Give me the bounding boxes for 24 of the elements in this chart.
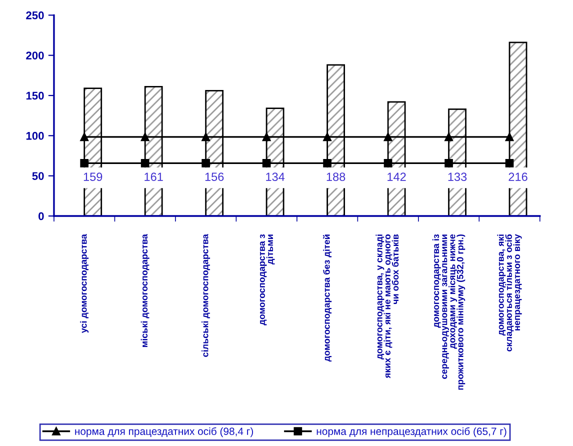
data-label: 188: [326, 172, 346, 182]
x-tick-label: усі домогосподарства: [80, 234, 89, 334]
x-tick-label: домогосподарства без дітей: [323, 234, 332, 362]
data-label: 133: [448, 172, 467, 182]
y-tick-label: 50: [32, 172, 44, 180]
y-tick-label: 0: [38, 212, 44, 220]
data-label: 134: [266, 172, 285, 182]
x-tick-label: домогосподарства із середньодушовими загальними доходами у місяць нижче прожиткового мінімуму (532,0 грн.): [432, 234, 466, 390]
legend-label: норма для непрацездатних осіб (65,7 г): [316, 427, 506, 438]
y-tick-label: 250: [26, 11, 44, 20]
y-tick-label: 100: [26, 132, 44, 140]
y-tick-label: 200: [26, 52, 44, 60]
x-tick-label: міські домогосподарства: [140, 234, 150, 347]
x-tick-label: домогосподарства, у складі яких є діти, які не мають одного чи обох батьків: [376, 234, 399, 378]
x-tick-label: сільські домогосподарства: [202, 234, 210, 357]
legend-label: норма для працездатних осіб (98,4 г): [75, 427, 254, 438]
data-label: 159: [84, 172, 102, 182]
data-label: 161: [144, 172, 163, 182]
x-tick-label: домогосподарства, які складаються тільки з осіб непрацездатного віку: [497, 234, 522, 352]
x-tick-label: домогосподарства з дітьми: [260, 234, 275, 326]
y-tick-label: 150: [26, 92, 44, 100]
data-label: 216: [508, 172, 528, 182]
data-label: 156: [205, 172, 224, 182]
data-label: 142: [388, 172, 406, 181]
